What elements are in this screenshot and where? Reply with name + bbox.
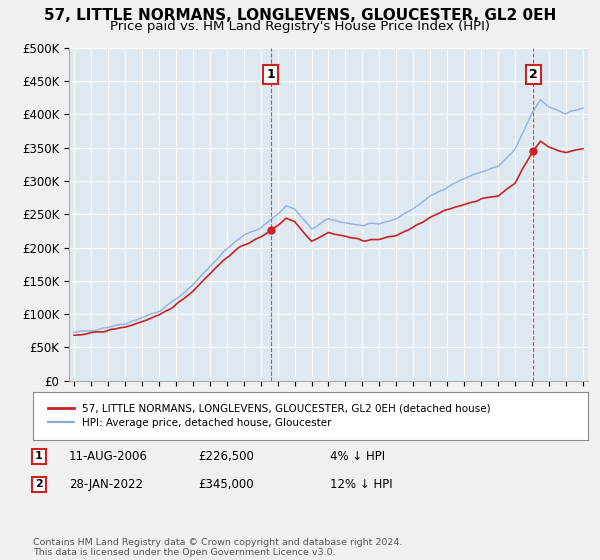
Text: 2: 2 xyxy=(35,479,43,489)
Legend: 57, LITTLE NORMANS, LONGLEVENS, GLOUCESTER, GL2 0EH (detached house), HPI: Avera: 57, LITTLE NORMANS, LONGLEVENS, GLOUCEST… xyxy=(44,399,495,432)
Text: £345,000: £345,000 xyxy=(198,478,254,491)
Text: £226,500: £226,500 xyxy=(198,450,254,463)
Text: 4% ↓ HPI: 4% ↓ HPI xyxy=(330,450,385,463)
Text: Price paid vs. HM Land Registry's House Price Index (HPI): Price paid vs. HM Land Registry's House … xyxy=(110,20,490,32)
Text: 28-JAN-2022: 28-JAN-2022 xyxy=(69,478,143,491)
Text: 12% ↓ HPI: 12% ↓ HPI xyxy=(330,478,392,491)
Text: 1: 1 xyxy=(266,68,275,81)
Text: 57, LITTLE NORMANS, LONGLEVENS, GLOUCESTER, GL2 0EH: 57, LITTLE NORMANS, LONGLEVENS, GLOUCEST… xyxy=(44,8,556,24)
Text: 2: 2 xyxy=(529,68,538,81)
Text: Contains HM Land Registry data © Crown copyright and database right 2024.
This d: Contains HM Land Registry data © Crown c… xyxy=(33,538,403,557)
Text: 1: 1 xyxy=(35,451,43,461)
Text: 11-AUG-2006: 11-AUG-2006 xyxy=(69,450,148,463)
